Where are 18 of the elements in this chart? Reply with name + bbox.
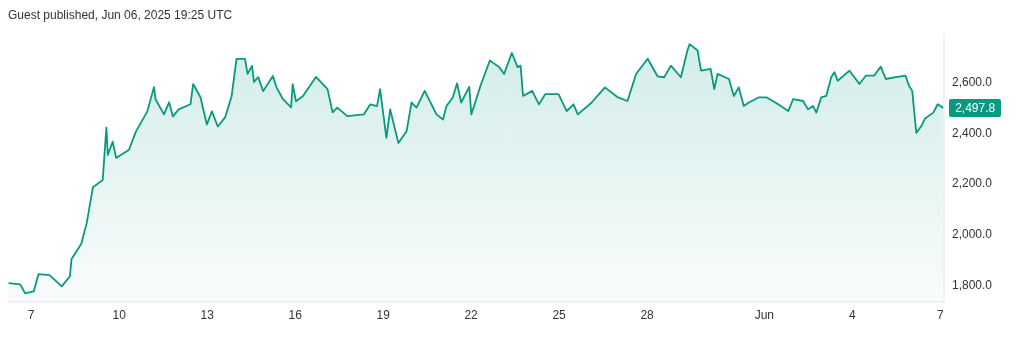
x-tick-label: 19 [376, 307, 391, 322]
x-tick-label: 7 [936, 307, 944, 322]
chart-title: Guest published, Jun 06, 2025 19:25 UTC [8, 8, 234, 24]
x-tick-label: 28 [640, 307, 655, 322]
x-tick-label: 4 [849, 307, 857, 322]
annotation: 2,497.8 [949, 98, 1002, 117]
x-tick-label: Jun [754, 307, 775, 322]
x-tick-label: 22 [464, 307, 479, 322]
y-tick-label: 2,200.0 [952, 176, 993, 191]
x-tick-label: 25 [552, 307, 567, 322]
y-tick-label: 1,800.0 [952, 277, 993, 292]
y-tick-label: 2,400.0 [952, 125, 993, 140]
y-tick-label: 2,000.0 [952, 227, 993, 241]
x-tick-label: 7 [27, 307, 35, 322]
x-tick-label: 10 [112, 307, 127, 322]
y-tick-label: 2,600.0 [952, 75, 993, 90]
x-tick-label: 13 [200, 307, 215, 322]
x-tick-label: 16 [288, 307, 303, 322]
